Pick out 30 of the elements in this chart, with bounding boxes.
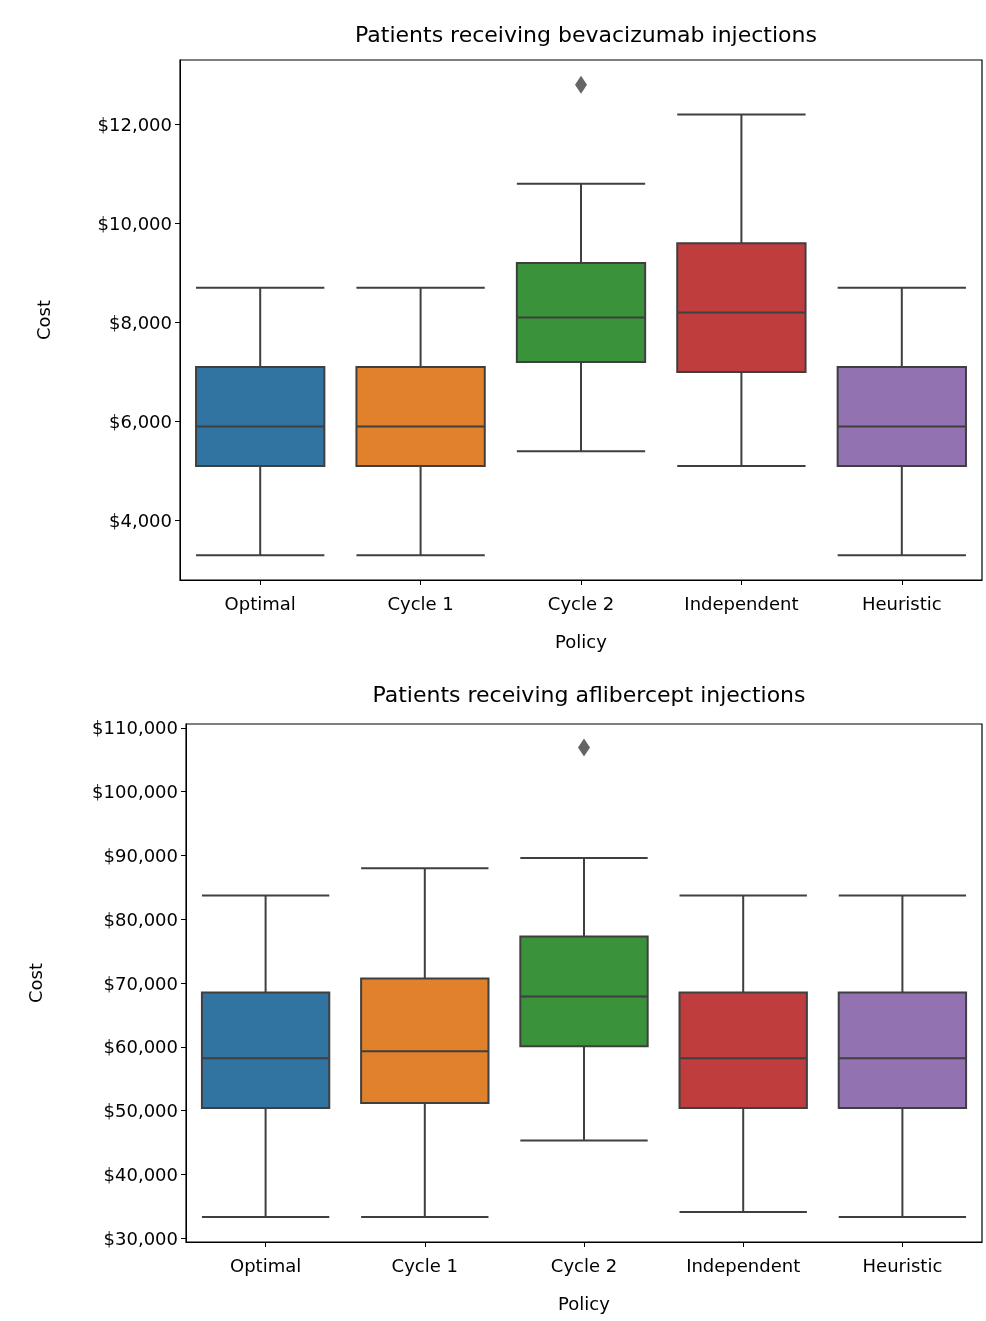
y-tick-label: $6,000: [109, 411, 172, 433]
x-tick-label: Heuristic: [862, 1254, 943, 1276]
x-tick-label: Cycle 1: [387, 592, 454, 614]
x-tick-label: Optimal: [229, 1254, 302, 1276]
x-tick-label: Heuristic: [861, 592, 942, 614]
x-tick-label: Cycle 2: [547, 592, 615, 614]
x-axis-title: Policy: [555, 630, 608, 652]
y-tick-label: $100,000: [92, 781, 178, 803]
x-tick-label: Independent: [684, 592, 799, 614]
x-tick-label: Cycle 1: [391, 1254, 458, 1276]
chart-title: Patients receiving bevacizumab injections: [355, 21, 817, 47]
y-tick-label: $80,000: [103, 908, 178, 930]
y-axis-title: Cost: [24, 962, 46, 1004]
y-tick-label: $60,000: [103, 1036, 178, 1058]
y-tick-label: $10,000: [97, 212, 172, 234]
y-tick-label: $30,000: [103, 1227, 178, 1249]
y-tick-label: $40,000: [103, 1163, 178, 1185]
y-tick-label: $110,000: [92, 717, 178, 739]
chart-title: Patients receiving aflibercept injections: [372, 681, 806, 707]
x-tick-label: Independent: [686, 1254, 801, 1276]
y-tick-label: $12,000: [97, 113, 172, 135]
y-axis-title: Cost: [32, 299, 54, 341]
y-tick-label: $70,000: [103, 972, 178, 994]
x-tick-label: Cycle 2: [550, 1254, 618, 1276]
x-axis-title: Policy: [558, 1292, 611, 1314]
y-tick-label: $4,000: [109, 510, 172, 532]
y-tick-label: $50,000: [103, 1100, 178, 1122]
y-tick-label: $90,000: [103, 844, 178, 866]
y-tick-label: $8,000: [109, 311, 172, 333]
x-tick-label: Optimal: [224, 592, 296, 614]
